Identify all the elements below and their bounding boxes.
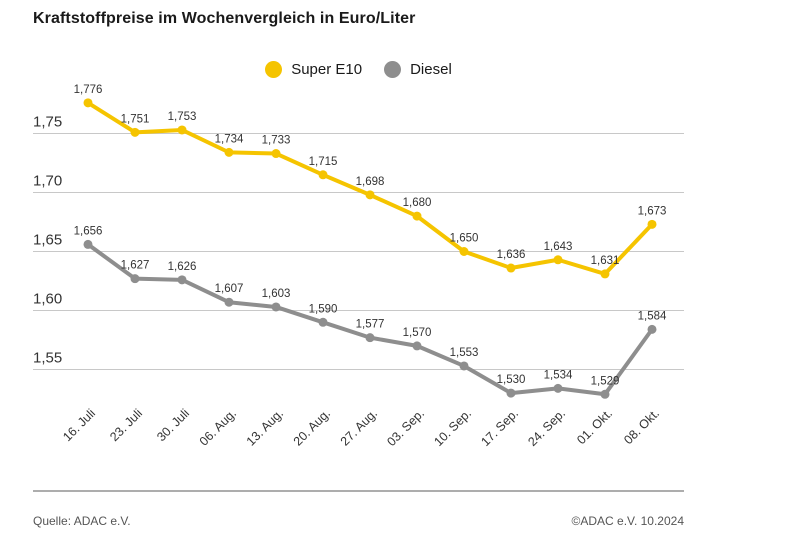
- x-axis-tick-label: 13. Aug.: [244, 406, 286, 448]
- diesel-point: [506, 388, 516, 398]
- point-value-label: 1,584: [638, 310, 667, 322]
- diesel-point: [83, 239, 93, 249]
- point-value-label: 1,627: [121, 260, 150, 272]
- diesel-point: [318, 317, 328, 327]
- diesel-point: [553, 383, 563, 393]
- x-axis-tick-label: 01. Okt.: [574, 406, 615, 447]
- point-value-label: 1,715: [309, 156, 338, 168]
- diesel-point: [130, 274, 140, 284]
- point-value-label: 1,530: [497, 374, 526, 386]
- point-value-label: 1,698: [356, 176, 385, 188]
- super-e10-point: [365, 190, 375, 200]
- diesel-point: [412, 341, 422, 351]
- point-value-label: 1,636: [497, 249, 526, 261]
- diesel-point: [177, 275, 187, 285]
- legend-item-diesel: Diesel: [384, 61, 452, 78]
- y-axis-tick-label: 1,65: [33, 232, 62, 249]
- point-value-label: 1,590: [309, 303, 338, 315]
- x-axis-tick-label: 08. Okt.: [621, 406, 662, 447]
- point-value-label: 1,680: [403, 197, 432, 209]
- super-e10-point: [177, 125, 187, 135]
- diesel-point: [365, 333, 375, 343]
- super-e10-point: [600, 269, 610, 279]
- y-axis-tick-label: 1,75: [33, 114, 62, 131]
- x-axis-tick-label: 23. Juli: [107, 406, 145, 444]
- x-axis-tick-label: 30. Juli: [154, 406, 192, 444]
- diesel-point: [224, 297, 234, 307]
- legend-label-diesel: Diesel: [410, 61, 452, 78]
- chart-title: Kraftstoffpreise im Wochenvergleich in E…: [33, 10, 416, 27]
- diesel-point: [600, 389, 610, 399]
- point-value-label: 1,603: [262, 288, 291, 300]
- point-value-label: 1,753: [168, 111, 197, 123]
- y-axis-tick-label: 1,55: [33, 350, 62, 367]
- point-value-label: 1,626: [168, 261, 197, 273]
- diesel-dot-icon: [384, 61, 402, 78]
- x-axis-tick-label: 17. Sep.: [478, 406, 521, 449]
- legend-item-super-e10: Super E10: [265, 61, 362, 78]
- super-e10-point: [506, 263, 516, 273]
- point-value-label: 1,529: [591, 375, 620, 387]
- diesel-point: [459, 361, 469, 371]
- point-value-label: 1,776: [74, 84, 103, 96]
- point-value-label: 1,577: [356, 319, 385, 331]
- x-axis-tick-label: 03. Sep.: [384, 406, 427, 449]
- super-e10-dot-icon: [265, 61, 283, 78]
- x-axis-tick-label: 10. Sep.: [431, 406, 474, 449]
- x-axis-tick-label: 06. Aug.: [197, 406, 239, 448]
- y-axis-tick-label: 1,70: [33, 173, 62, 190]
- super-e10-point: [412, 211, 422, 221]
- super-e10-point: [224, 147, 234, 157]
- point-value-label: 1,607: [215, 283, 244, 295]
- point-value-label: 1,751: [121, 113, 150, 125]
- x-axis-tick-label: 20. Aug.: [291, 406, 333, 448]
- super-e10-point: [83, 98, 93, 108]
- point-value-label: 1,643: [544, 241, 573, 253]
- super-e10-point: [553, 255, 563, 265]
- point-value-label: 1,631: [591, 255, 620, 267]
- y-axis-tick-label: 1,60: [33, 291, 62, 308]
- diesel-point: [271, 302, 281, 312]
- copyright-note: ©ADAC e.V. 10.2024: [571, 514, 684, 528]
- point-value-label: 1,673: [638, 205, 667, 217]
- point-value-label: 1,534: [544, 369, 573, 381]
- diesel-point: [647, 324, 657, 334]
- x-axis-tick-label: 16. Juli: [60, 406, 98, 444]
- point-value-label: 1,553: [450, 347, 479, 359]
- point-value-label: 1,656: [74, 225, 103, 237]
- legend-label-super-e10: Super E10: [291, 61, 363, 78]
- legend: Super E10 Diesel: [33, 61, 684, 78]
- x-axis-tick-label: 24. Sep.: [525, 406, 568, 449]
- point-value-label: 1,570: [403, 327, 432, 339]
- point-value-label: 1,733: [262, 135, 291, 147]
- point-value-label: 1,650: [450, 233, 479, 245]
- super-e10-point: [647, 219, 657, 229]
- super-e10-point: [318, 170, 328, 180]
- point-value-label: 1,734: [215, 133, 244, 145]
- super-e10-point: [130, 127, 140, 137]
- super-e10-point: [271, 149, 281, 159]
- x-axis-tick-label: 27. Aug.: [338, 406, 380, 448]
- super-e10-point: [459, 247, 469, 256]
- source-note: Quelle: ADAC e.V.: [33, 514, 131, 528]
